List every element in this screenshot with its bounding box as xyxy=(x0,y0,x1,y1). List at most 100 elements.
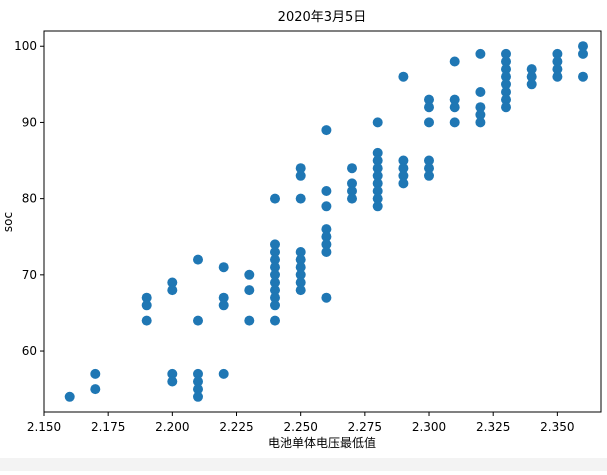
data-point xyxy=(270,285,280,296)
y-tick-label: 60 xyxy=(22,344,37,358)
y-axis-label: soc xyxy=(1,212,15,232)
x-tick-label: 2.150 xyxy=(27,420,61,434)
data-point xyxy=(501,56,511,67)
data-point xyxy=(193,368,203,379)
data-point xyxy=(244,315,255,326)
data-point xyxy=(167,376,178,387)
data-point xyxy=(270,315,280,326)
data-point xyxy=(295,163,306,174)
plot-frame xyxy=(43,30,602,413)
data-point xyxy=(372,117,383,128)
data-point xyxy=(424,117,434,128)
data-point xyxy=(295,269,306,280)
data-point xyxy=(372,186,383,196)
data-point xyxy=(270,247,280,257)
data-point xyxy=(501,102,511,113)
y-tick-label: 80 xyxy=(22,192,37,206)
data-point xyxy=(398,170,409,181)
x-axis-label: 电池单体电压最低值 xyxy=(268,435,376,450)
data-point xyxy=(141,315,152,326)
x-axis-ticks: 2.150 2.175 2.200 2.225 2.250 2.275 2.300 2.325… xyxy=(27,412,575,434)
data-point xyxy=(90,368,101,379)
data-point xyxy=(167,285,178,296)
data-point xyxy=(347,178,357,189)
data-point xyxy=(526,64,537,75)
y-tick-label: 100 xyxy=(14,39,37,53)
x-tick-label: 2.350 xyxy=(540,420,574,434)
data-point xyxy=(295,277,306,288)
y-axis-ticks: 60 70 80 90 100 xyxy=(14,39,44,358)
data-point xyxy=(501,64,511,75)
data-point xyxy=(270,254,280,265)
data-point xyxy=(424,94,434,105)
data-point xyxy=(552,64,563,75)
data-points xyxy=(64,41,588,402)
data-point xyxy=(321,292,332,303)
x-tick-label: 2.250 xyxy=(284,420,318,434)
data-point xyxy=(347,186,357,196)
data-point xyxy=(295,170,306,181)
data-point xyxy=(398,71,409,82)
data-point xyxy=(193,391,203,402)
data-point xyxy=(475,102,486,113)
data-point xyxy=(424,155,434,166)
data-point xyxy=(295,254,306,265)
data-point xyxy=(347,193,357,204)
y-tick-label: 70 xyxy=(22,268,37,282)
data-point xyxy=(167,368,178,379)
data-point xyxy=(295,247,306,257)
data-point xyxy=(64,391,75,402)
data-point xyxy=(321,239,332,250)
data-point xyxy=(295,193,306,204)
data-point xyxy=(552,71,563,82)
chart-title: 2020年3月5日 xyxy=(278,10,367,25)
x-tick-label: 2.175 xyxy=(91,420,125,434)
y-tick-label: 90 xyxy=(22,115,37,129)
x-tick-label: 2.325 xyxy=(476,420,510,434)
data-point xyxy=(141,292,152,303)
data-point xyxy=(270,193,280,204)
data-point xyxy=(475,48,486,59)
data-point xyxy=(372,170,383,181)
window-bottom-strip xyxy=(0,458,607,471)
x-tick-label: 2.200 xyxy=(155,420,189,434)
data-point xyxy=(372,147,383,158)
data-point xyxy=(321,231,332,242)
data-point xyxy=(372,201,383,212)
data-point xyxy=(270,292,280,303)
data-point xyxy=(321,186,332,196)
data-point xyxy=(398,155,409,166)
data-point xyxy=(244,285,255,296)
data-point xyxy=(424,102,434,113)
data-point xyxy=(321,201,332,212)
data-point xyxy=(501,71,511,82)
data-point xyxy=(193,384,203,395)
data-point xyxy=(449,94,460,105)
data-point xyxy=(501,48,511,59)
data-point xyxy=(193,376,203,387)
data-point xyxy=(218,300,229,311)
data-point xyxy=(398,178,409,189)
data-point xyxy=(90,384,101,395)
data-point xyxy=(372,155,383,166)
data-point xyxy=(193,315,203,326)
data-point xyxy=(321,125,332,136)
data-point xyxy=(347,163,357,174)
data-point xyxy=(578,41,588,52)
data-point xyxy=(424,163,434,174)
data-point xyxy=(526,71,537,82)
data-point xyxy=(167,277,178,288)
data-point xyxy=(270,239,280,250)
data-point xyxy=(449,102,460,113)
data-point xyxy=(372,178,383,189)
data-point xyxy=(244,269,255,280)
data-point xyxy=(218,368,229,379)
data-point xyxy=(552,48,563,59)
data-point xyxy=(193,254,203,265)
data-point xyxy=(449,117,460,128)
data-point xyxy=(270,277,280,288)
data-point xyxy=(270,262,280,273)
data-point xyxy=(270,300,280,311)
